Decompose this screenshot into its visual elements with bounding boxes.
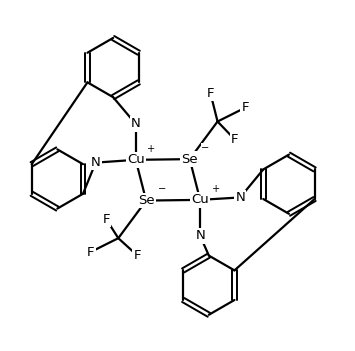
Text: N: N — [195, 229, 205, 242]
Text: Se: Se — [181, 153, 198, 166]
Text: Cu: Cu — [191, 193, 209, 206]
Text: −: − — [201, 143, 209, 153]
Text: +: + — [212, 184, 220, 194]
Text: F: F — [242, 101, 249, 114]
Text: N: N — [235, 191, 245, 204]
Text: Cu: Cu — [127, 153, 144, 166]
Text: N: N — [91, 156, 100, 169]
Text: F: F — [102, 212, 110, 226]
Text: F: F — [87, 246, 94, 259]
Text: −: − — [158, 184, 166, 194]
Text: +: + — [147, 144, 155, 153]
Text: F: F — [207, 87, 214, 100]
Text: F: F — [134, 249, 141, 262]
Text: N: N — [131, 118, 141, 131]
Text: Se: Se — [138, 194, 154, 207]
Text: F: F — [231, 133, 239, 146]
